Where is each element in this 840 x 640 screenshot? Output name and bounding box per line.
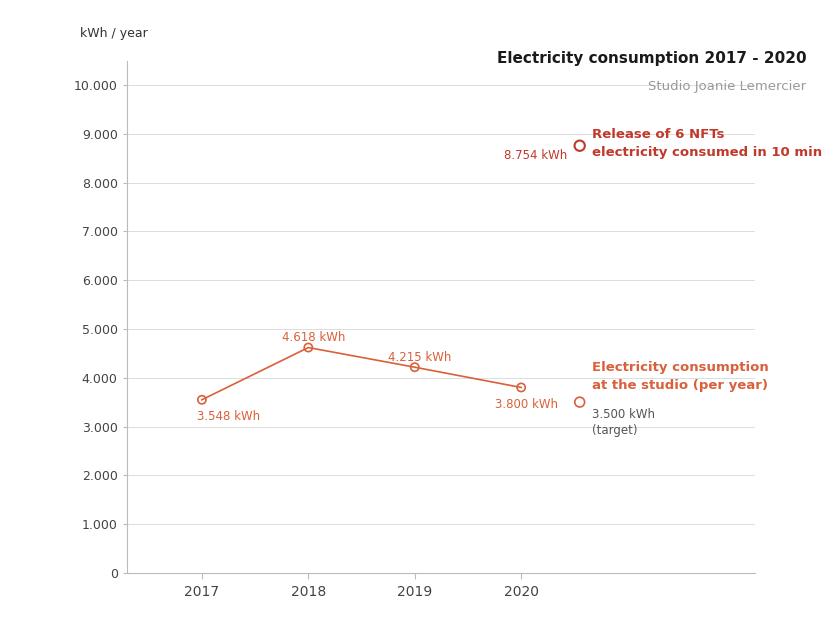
Text: 3.500 kWh: 3.500 kWh bbox=[592, 408, 655, 421]
Point bbox=[195, 395, 208, 405]
Text: Electricity consumption: Electricity consumption bbox=[592, 362, 769, 374]
Text: electricity consumed in 10 min: electricity consumed in 10 min bbox=[592, 146, 822, 159]
Point bbox=[408, 362, 422, 372]
Text: 3.548 kWh: 3.548 kWh bbox=[197, 410, 260, 423]
Text: 3.800 kWh: 3.800 kWh bbox=[495, 398, 558, 411]
Text: (target): (target) bbox=[592, 424, 638, 437]
Text: kWh / year: kWh / year bbox=[81, 27, 148, 40]
Text: 4.215 kWh: 4.215 kWh bbox=[388, 351, 452, 364]
Point bbox=[573, 141, 586, 151]
Text: Release of 6 NFTs: Release of 6 NFTs bbox=[592, 129, 725, 141]
Point bbox=[573, 397, 586, 407]
Text: Studio Joanie Lemercier: Studio Joanie Lemercier bbox=[648, 80, 806, 93]
Point bbox=[302, 342, 315, 353]
Text: Electricity consumption 2017 - 2020: Electricity consumption 2017 - 2020 bbox=[496, 51, 806, 66]
Text: 4.618 kWh: 4.618 kWh bbox=[281, 332, 345, 344]
Point bbox=[514, 382, 528, 392]
Text: 8.754 kWh: 8.754 kWh bbox=[504, 149, 567, 162]
Text: at the studio (per year): at the studio (per year) bbox=[592, 378, 769, 392]
